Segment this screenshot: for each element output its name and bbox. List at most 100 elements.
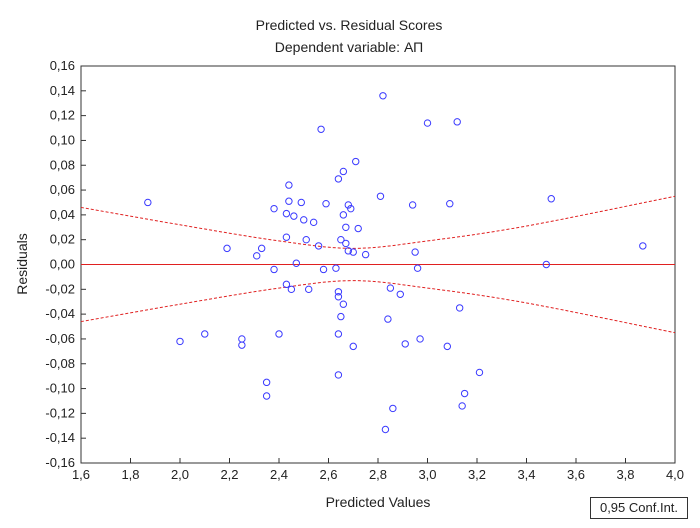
data-point	[292, 259, 301, 267]
x-tick-label: 2,2	[220, 467, 238, 482]
data-point	[416, 335, 424, 343]
y-tick-label: 0,04	[50, 207, 75, 222]
data-point	[144, 198, 152, 207]
data-point	[302, 235, 310, 244]
data-point	[282, 209, 291, 218]
data-point	[285, 181, 293, 189]
x-tick-label: 1,6	[72, 467, 90, 482]
data-point	[223, 244, 231, 253]
x-tick-label: 2,0	[171, 467, 189, 482]
data-point	[347, 204, 355, 213]
data-point	[257, 244, 266, 253]
y-tick-label: -0,06	[45, 331, 75, 346]
data-point	[408, 201, 417, 209]
data-point	[334, 293, 343, 301]
data-point	[446, 200, 454, 208]
data-point	[287, 285, 296, 294]
data-point	[389, 404, 397, 413]
data-point	[253, 252, 261, 260]
data-point	[334, 371, 343, 379]
y-tick-label: -0,14	[45, 430, 75, 445]
y-tick-label: -0,10	[45, 381, 75, 396]
data-point	[443, 342, 451, 351]
y-tick-label: 0,16	[50, 58, 75, 73]
x-tick-label: 2,8	[369, 467, 387, 482]
data-point	[285, 197, 293, 205]
data-point	[547, 195, 555, 203]
data-point	[352, 157, 360, 166]
data-point	[475, 368, 484, 377]
data-point	[344, 201, 352, 209]
data-point	[282, 280, 291, 289]
y-tick-label: -0,04	[45, 306, 75, 321]
conf-band-lower	[80, 280, 676, 334]
data-point	[423, 119, 432, 127]
x-tick-label: 2,6	[319, 467, 337, 482]
data-point	[349, 342, 357, 351]
data-point	[201, 330, 209, 338]
data-point	[381, 425, 390, 434]
data-point	[275, 330, 283, 338]
data-point	[339, 211, 348, 219]
data-point	[334, 175, 343, 183]
conf-band-upper	[80, 195, 676, 249]
data-point	[262, 378, 271, 387]
data-point	[337, 235, 345, 244]
data-point	[337, 312, 345, 321]
y-tick-label: -0,16	[45, 455, 75, 470]
data-point	[319, 265, 328, 274]
data-point	[332, 264, 340, 272]
y-tick-label: -0,02	[45, 281, 75, 296]
data-point	[401, 340, 409, 348]
chart-title: Predicted vs. Residual Scores	[256, 17, 443, 33]
data-point	[305, 285, 313, 294]
data-points	[144, 92, 647, 434]
data-point	[270, 204, 278, 213]
data-point	[411, 248, 419, 256]
x-tick-label: 2,4	[270, 467, 288, 482]
data-point	[396, 290, 404, 298]
data-point	[639, 242, 647, 250]
y-axis-label: Residuals	[14, 233, 30, 294]
data-point	[384, 315, 392, 323]
data-point	[413, 264, 422, 272]
data-point	[309, 218, 318, 227]
data-point	[176, 337, 184, 346]
data-point	[270, 265, 278, 274]
data-point	[542, 260, 550, 269]
y-tick-label: -0,12	[45, 405, 75, 420]
x-axis-label: Predicted Values	[326, 494, 431, 510]
y-tick-label: 0,10	[50, 132, 75, 147]
x-tick-label: 3,2	[468, 467, 486, 482]
data-point	[460, 389, 469, 398]
data-point	[322, 200, 330, 208]
data-point	[376, 192, 385, 200]
data-point	[238, 341, 246, 349]
y-tick-label: 0,14	[50, 83, 75, 98]
x-tick-label: 3,4	[517, 467, 535, 482]
data-point	[386, 284, 395, 292]
y-tick-label: -0,08	[45, 356, 75, 371]
data-point	[455, 304, 464, 312]
data-point	[317, 125, 325, 133]
y-tick-label: 0,00	[50, 257, 75, 272]
chart-subtitle: Dependent variable: АП	[275, 39, 423, 55]
x-tick-label: 3,6	[567, 467, 585, 482]
data-point	[334, 330, 343, 338]
data-point	[361, 250, 370, 259]
axis-ticks: 1,6 1,8 2,0 2,2 2,4 2,6 2,8 3,0 3,2 3,4 3,6 3,8 4,0 -…	[45, 58, 684, 482]
data-point	[344, 247, 352, 255]
y-tick-label: 0,08	[50, 157, 75, 172]
x-tick-label: 1,8	[121, 467, 139, 482]
legend-conf-int: 0,95 Conf.Int.	[590, 497, 688, 519]
data-point	[262, 392, 271, 400]
data-point	[342, 239, 350, 248]
data-point	[453, 118, 461, 126]
data-point	[379, 92, 387, 100]
data-point	[290, 212, 298, 220]
y-tick-label: 0,06	[50, 182, 75, 197]
data-point	[339, 300, 348, 308]
data-point	[354, 224, 362, 233]
data-point	[282, 233, 291, 241]
data-point	[297, 198, 305, 207]
